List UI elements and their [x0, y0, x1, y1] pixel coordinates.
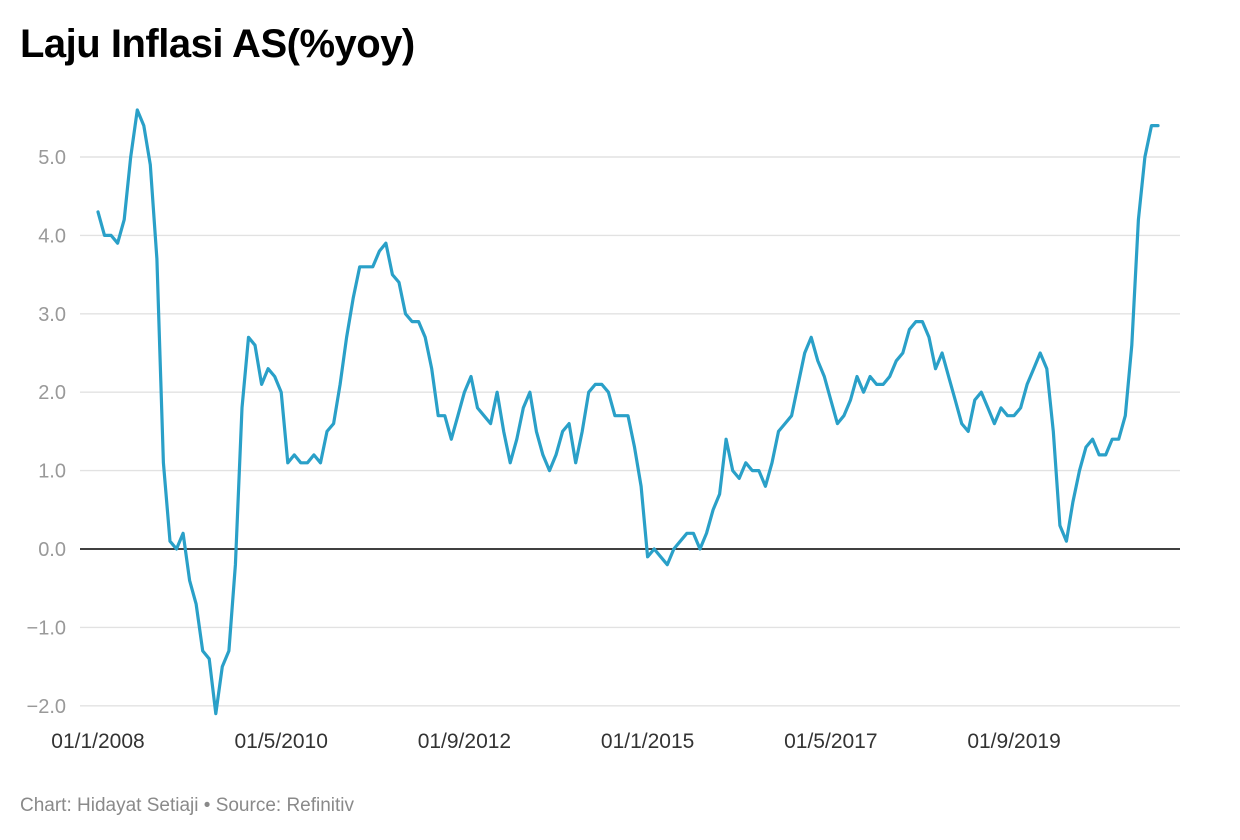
footer-separator: • [203, 795, 211, 816]
gridlines [80, 156, 1180, 707]
y-tick-label: 4.0 [38, 225, 66, 247]
y-tick-label: 2.0 [38, 382, 66, 404]
y-tick-label: 3.0 [38, 304, 66, 326]
y-tick-label: −1.0 [27, 617, 66, 639]
x-tick-label: 01/9/2019 [967, 730, 1060, 753]
y-tick-label: −2.0 [27, 696, 66, 718]
chart-title: Laju Inflasi AS(%yoy) [20, 22, 415, 66]
series-layer [80, 108, 1180, 716]
y-tick-label: 5.0 [38, 147, 66, 169]
x-axis-labels: 01/1/2008 01/5/2010 01/9/2012 01/1/2015 01/5… [51, 730, 1060, 753]
inflation-series-line [96, 108, 1160, 716]
chart-source: Source: Refinitiv [215, 795, 355, 816]
y-tick-label: 0.0 [38, 539, 66, 561]
y-tick-label: 1.0 [38, 461, 66, 483]
x-tick-label: 01/5/2010 [234, 730, 327, 753]
y-axis-labels: 5.0 4.0 3.0 2.0 1.0 0.0 −1.0 −2.0 [27, 147, 66, 718]
x-tick-label: 01/1/2015 [601, 730, 694, 753]
x-tick-label: 01/9/2012 [418, 730, 511, 753]
chart-credit: Chart: Hidayat Setiaji [20, 795, 199, 816]
line-chart: 5.0 4.0 3.0 2.0 1.0 0.0 −1.0 −2.0 01/1/2008 01/5… [27, 108, 1180, 753]
x-tick-label: 01/1/2008 [51, 730, 144, 753]
chart-footer: Chart: Hidayat Setiaji • Source: Refinit… [20, 795, 354, 817]
x-tick-label: 01/5/2017 [784, 730, 877, 753]
